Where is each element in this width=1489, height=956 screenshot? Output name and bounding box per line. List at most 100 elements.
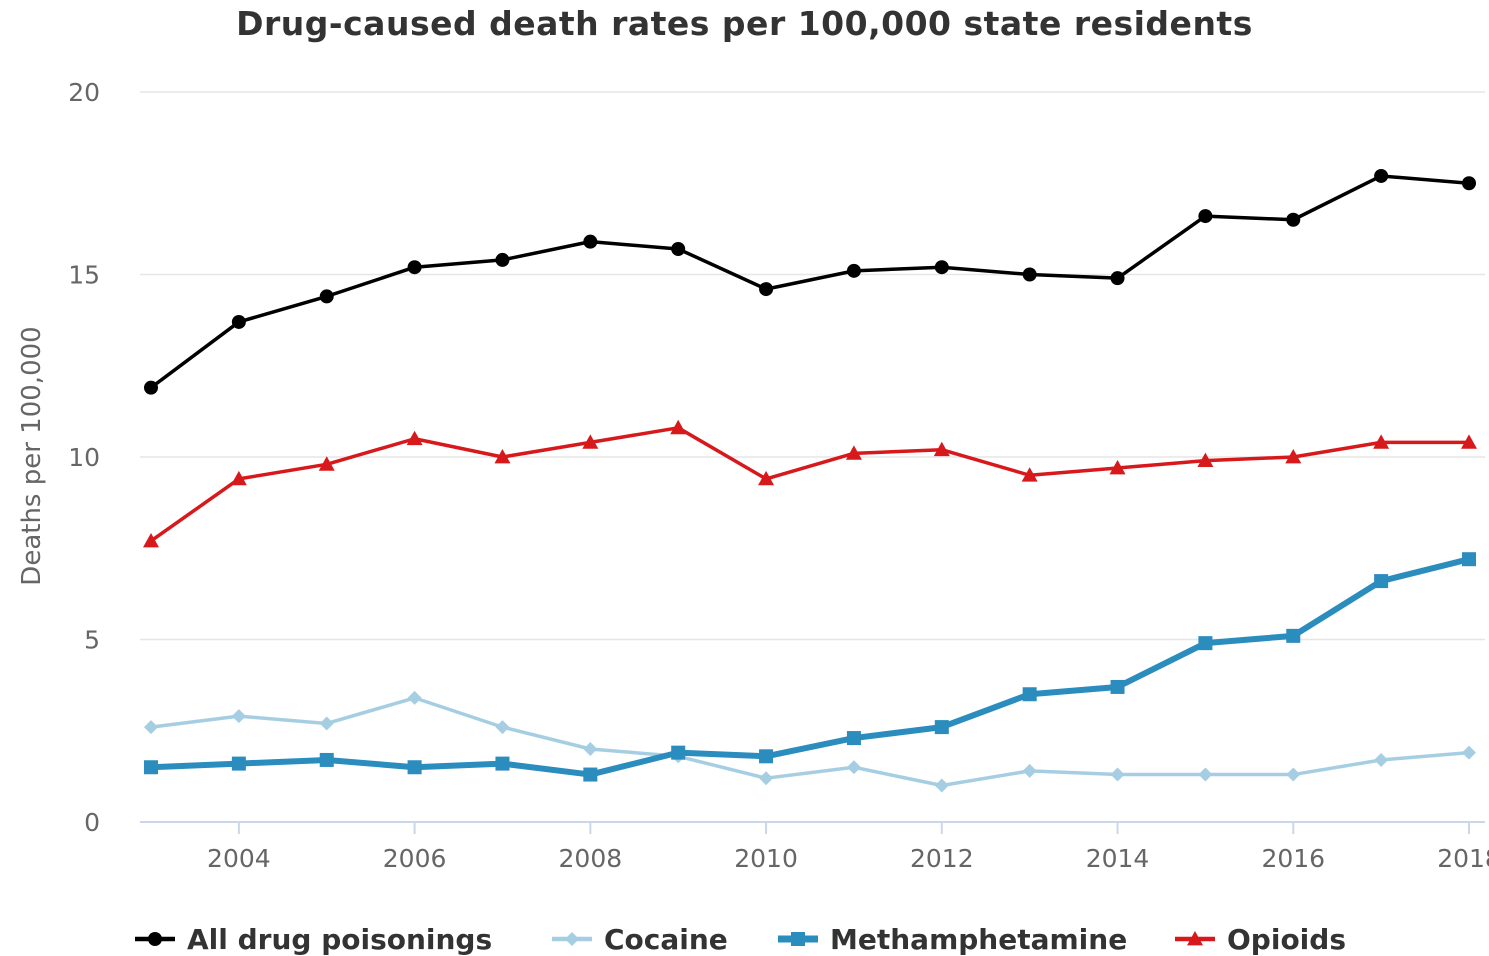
legend-label: Methamphetamine (830, 923, 1127, 956)
x-tick-label: 2008 (559, 844, 623, 873)
data-point-opioids (1461, 434, 1477, 449)
legend-label: All drug poisonings (187, 923, 492, 956)
data-point-opioids (670, 419, 687, 435)
data-point-cocaine (583, 742, 598, 756)
data-point-methamphetamine (144, 760, 158, 775)
data-point-cocaine (1374, 752, 1389, 767)
data-point-methamphetamine (407, 760, 422, 775)
data-point-all-drug-poisonings (1022, 267, 1037, 282)
data-point-methamphetamine (1286, 628, 1301, 643)
data-point-cocaine (846, 760, 861, 775)
data-point-cocaine (1462, 745, 1476, 760)
y-axis-ticks: 0 5 10 15 20 (68, 78, 100, 837)
data-point-cocaine (1198, 767, 1213, 782)
legend-swatch-marker (1187, 931, 1203, 946)
data-point-methamphetamine (231, 756, 246, 771)
data-point-methamphetamine (934, 720, 949, 735)
data-point-all-drug-poisonings (1198, 209, 1213, 224)
legend-item-methamphetamine[interactable]: Methamphetamine (778, 923, 1127, 956)
y-tick-label: 15 (68, 261, 100, 290)
legend-label: Cocaine (604, 923, 728, 956)
x-tick-label: 2012 (910, 844, 974, 873)
series-line-cocaine (149, 696, 1471, 788)
data-point-all-drug-poisonings (231, 314, 246, 329)
series-methamphetamine (144, 552, 1476, 782)
data-point-methamphetamine (319, 752, 334, 767)
data-point-cocaine (231, 709, 246, 724)
data-point-all-drug-poisonings (1462, 176, 1476, 191)
legend-item-all-drug-poisonings[interactable]: All drug poisonings (135, 923, 492, 956)
legend-swatch-marker (148, 932, 162, 946)
data-point-opioids (494, 449, 511, 464)
data-point-methamphetamine (846, 731, 861, 746)
data-point-methamphetamine (1374, 574, 1389, 589)
gridlines (140, 91, 1485, 641)
chart-title: Drug-caused death rates per 100,000 stat… (236, 4, 1253, 43)
data-point-opioids (758, 470, 775, 486)
series-all-drug-poisonings (144, 168, 1476, 395)
data-point-opioids (143, 532, 159, 548)
data-point-opioids (1021, 467, 1038, 482)
data-point-methamphetamine (671, 745, 686, 760)
data-point-cocaine (319, 716, 334, 731)
data-point-all-drug-poisonings (934, 260, 949, 275)
data-point-opioids (582, 434, 599, 449)
data-point-opioids (933, 441, 950, 457)
x-tick-label: 2018 (1437, 844, 1489, 873)
data-point-all-drug-poisonings (319, 289, 334, 304)
data-series (143, 168, 1477, 793)
data-point-all-drug-poisonings (759, 282, 774, 297)
data-point-methamphetamine (1198, 636, 1213, 651)
data-point-all-drug-poisonings (1374, 168, 1389, 183)
data-point-methamphetamine (759, 749, 774, 764)
y-tick-label: 5 (84, 626, 100, 655)
data-point-all-drug-poisonings (495, 252, 510, 267)
legend[interactable]: All drug poisonings Cocaine Methamphetamin… (135, 923, 1346, 956)
data-point-methamphetamine (583, 767, 598, 782)
data-point-opioids (230, 470, 247, 486)
data-point-opioids (1109, 459, 1126, 475)
data-point-opioids (406, 430, 423, 446)
legend-item-cocaine[interactable]: Cocaine (552, 923, 728, 956)
data-point-all-drug-poisonings (1286, 212, 1301, 227)
data-point-all-drug-poisonings (144, 380, 158, 395)
series-line-methamphetamine (148, 556, 1472, 778)
legend-swatch-marker (791, 932, 805, 946)
data-point-opioids (1373, 434, 1390, 449)
legend-swatch-marker (565, 932, 579, 946)
data-point-all-drug-poisonings (671, 241, 686, 256)
x-tick-label: 2010 (734, 844, 798, 873)
legend-item-opioids[interactable]: Opioids (1175, 923, 1346, 956)
data-point-methamphetamine (1110, 679, 1125, 694)
x-tick-label: 2004 (207, 844, 271, 873)
data-point-all-drug-poisonings (1110, 271, 1125, 286)
legend-label: Opioids (1227, 923, 1346, 956)
y-tick-label: 0 (84, 808, 100, 837)
data-point-all-drug-poisonings (846, 263, 861, 278)
data-point-all-drug-poisonings (583, 234, 598, 249)
data-point-opioids (845, 445, 862, 460)
data-point-cocaine (1286, 767, 1301, 782)
data-point-cocaine (144, 720, 158, 735)
series-line-all-drug-poisonings (149, 174, 1471, 390)
y-tick-label: 20 (68, 78, 100, 107)
data-point-all-drug-poisonings (407, 260, 422, 275)
series-cocaine (144, 690, 1476, 793)
data-point-opioids (1285, 449, 1302, 464)
series-opioids (143, 419, 1477, 548)
x-tick-label: 2014 (1086, 844, 1150, 873)
y-tick-label: 10 (68, 443, 100, 472)
data-point-cocaine (759, 771, 774, 786)
x-tick-label: 2016 (1261, 844, 1325, 873)
data-point-cocaine (495, 720, 510, 735)
data-point-cocaine (407, 690, 422, 705)
data-point-methamphetamine (1022, 687, 1037, 702)
data-point-cocaine (1022, 763, 1037, 778)
series-line-opioids (149, 426, 1471, 543)
x-tick-label: 2006 (383, 844, 447, 873)
data-point-cocaine (934, 778, 949, 793)
data-point-opioids (318, 456, 335, 471)
data-point-methamphetamine (1462, 552, 1476, 567)
x-axis: 2004 2006 2008 2010 2012 2014 2016 2018 (140, 821, 1489, 873)
